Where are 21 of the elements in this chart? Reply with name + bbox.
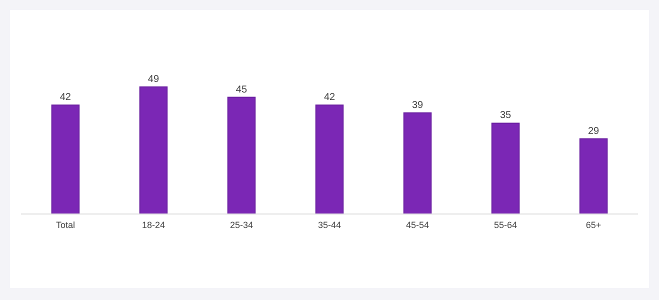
bar: [491, 122, 520, 214]
bar: [139, 86, 168, 214]
bar: [315, 104, 344, 214]
x-tick-label: 25-34: [230, 220, 253, 230]
bar: [51, 104, 80, 214]
data-label: 45: [236, 84, 248, 96]
bar: [579, 138, 608, 214]
data-label: 35: [500, 110, 512, 122]
bar: [403, 112, 432, 214]
data-label: 29: [588, 126, 600, 137]
data-label: 39: [412, 100, 424, 111]
data-label: 42: [60, 92, 72, 104]
data-label: 42: [324, 92, 336, 104]
x-tick-label: 35-44: [318, 220, 342, 230]
x-tick-label: Total: [56, 220, 75, 230]
data-label: 49: [148, 74, 160, 85]
x-tick-label: 65+: [586, 220, 602, 230]
bar: [227, 96, 256, 214]
x-tick-label: 45-54: [406, 220, 430, 230]
x-tick-label: 55-64: [494, 220, 518, 230]
x-tick-label: 18-24: [142, 220, 165, 230]
